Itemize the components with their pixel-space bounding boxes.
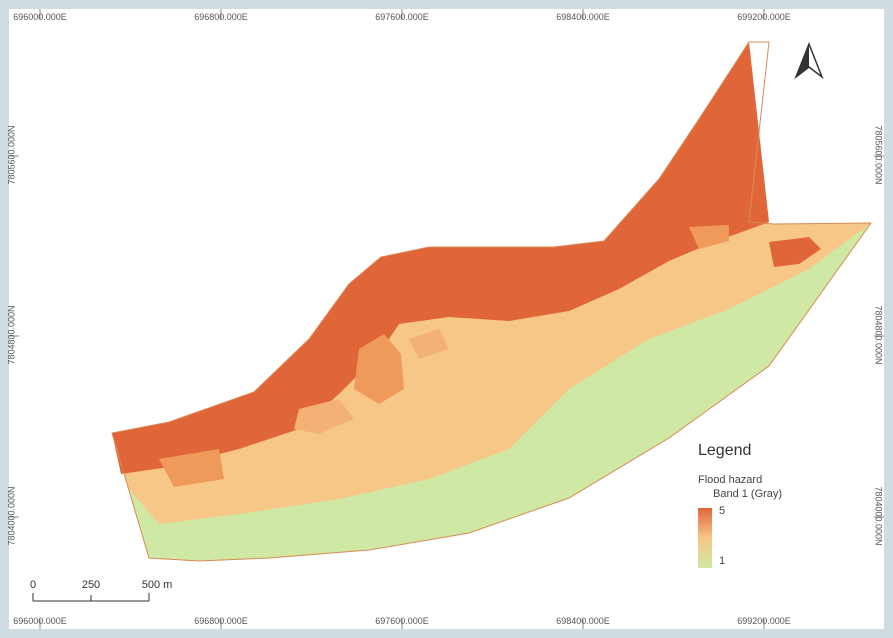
legend-color-ramp	[698, 508, 712, 568]
top-coord-label: 698400.000E	[556, 12, 610, 22]
top-coord-label: 699200.000E	[737, 12, 791, 22]
bottom-coord-label: 697600.000E	[375, 616, 429, 626]
scale-bar-label: 0	[29, 579, 37, 591]
left-coord-label: 7804800.000N	[6, 305, 17, 365]
study-area-outline	[111, 41, 872, 562]
legend-title: Legend	[698, 442, 752, 459]
map-canvas	[9, 9, 884, 629]
scale-bar-label: 250	[81, 579, 101, 591]
bottom-coord-label: 696800.000E	[194, 616, 248, 626]
legend-layer-name: Flood hazard	[698, 474, 763, 486]
hazard-zone-medium	[112, 222, 871, 524]
left-coord-label: 7805600.000N	[6, 125, 17, 185]
map-frame: 696000.000E 696800.000E 697600.000E 6984…	[6, 9, 884, 629]
right-coord-label: 7804800.000N	[873, 305, 884, 365]
top-coord-label: 696000.000E	[13, 12, 67, 22]
north-arrow-icon	[794, 41, 824, 80]
graticule-ticks	[9, 9, 884, 629]
legend-max-label: 5	[719, 505, 726, 517]
bottom-coord-label: 699200.000E	[737, 616, 791, 626]
top-coord-label: 697600.000E	[375, 12, 429, 22]
bottom-coord-label: 698400.000E	[556, 616, 610, 626]
legend-min-label: 1	[719, 555, 726, 567]
right-coord-label: 7804000.000N	[873, 486, 884, 546]
scale-bar	[32, 593, 150, 602]
bottom-coord-label: 696000.000E	[13, 616, 67, 626]
hazard-patches	[159, 225, 821, 487]
scale-bar-label: 500 m	[141, 579, 173, 591]
left-coord-label: 7804000.000N	[6, 486, 17, 546]
hazard-zone-high	[112, 42, 769, 474]
legend-band-name: Band 1 (Gray)	[713, 488, 783, 500]
top-coord-label: 696800.000E	[194, 12, 248, 22]
right-coord-label: 7805600.000N	[873, 125, 884, 185]
